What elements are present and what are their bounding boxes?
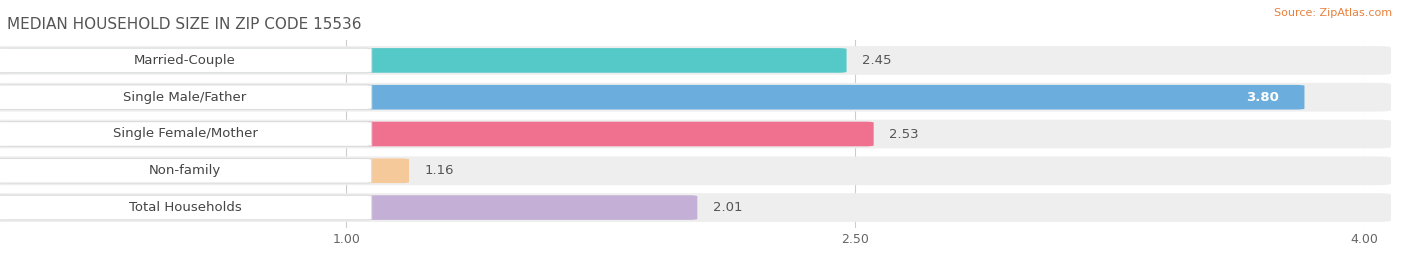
FancyBboxPatch shape xyxy=(0,85,371,110)
Text: Married-Couple: Married-Couple xyxy=(134,54,236,67)
Text: Single Female/Mother: Single Female/Mother xyxy=(112,128,257,140)
Text: 2.53: 2.53 xyxy=(889,128,918,140)
Text: MEDIAN HOUSEHOLD SIZE IN ZIP CODE 15536: MEDIAN HOUSEHOLD SIZE IN ZIP CODE 15536 xyxy=(7,17,361,32)
FancyBboxPatch shape xyxy=(0,83,1391,111)
Text: Total Households: Total Households xyxy=(129,201,242,214)
FancyBboxPatch shape xyxy=(0,195,371,220)
Text: 1.16: 1.16 xyxy=(425,164,454,177)
Text: Non-family: Non-family xyxy=(149,164,221,177)
FancyBboxPatch shape xyxy=(0,158,371,183)
FancyBboxPatch shape xyxy=(0,85,1305,110)
Text: 2.01: 2.01 xyxy=(713,201,742,214)
FancyBboxPatch shape xyxy=(0,48,371,73)
FancyBboxPatch shape xyxy=(0,158,409,183)
FancyBboxPatch shape xyxy=(0,122,873,146)
FancyBboxPatch shape xyxy=(0,193,1391,222)
FancyBboxPatch shape xyxy=(0,195,697,220)
Text: Single Male/Father: Single Male/Father xyxy=(124,91,246,104)
FancyBboxPatch shape xyxy=(0,48,846,73)
FancyBboxPatch shape xyxy=(0,46,1391,75)
FancyBboxPatch shape xyxy=(0,122,371,146)
Text: Source: ZipAtlas.com: Source: ZipAtlas.com xyxy=(1274,8,1392,18)
Text: 3.80: 3.80 xyxy=(1246,91,1279,104)
FancyBboxPatch shape xyxy=(0,157,1391,185)
Text: 2.45: 2.45 xyxy=(862,54,891,67)
FancyBboxPatch shape xyxy=(0,120,1391,148)
